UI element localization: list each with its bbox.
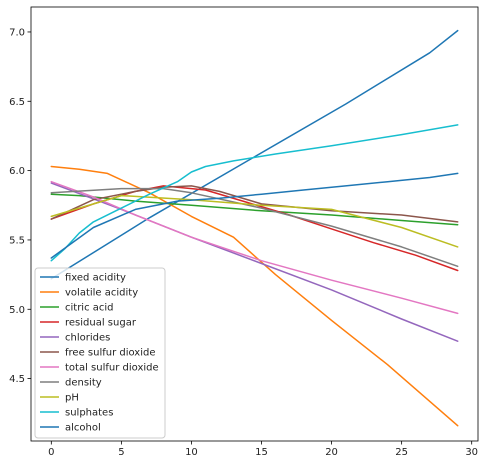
series-line-total-sulfur-dioxide: [50, 180, 459, 315]
x-tick-label: 10: [185, 447, 198, 458]
legend: fixed acidity volatile acidity citric acid…: [34, 267, 166, 439]
legend-label: citric acid: [65, 303, 114, 314]
x-tick-label: 25: [395, 447, 408, 458]
y-tick-label: 5.5: [9, 235, 25, 246]
legend-label: alcohol: [65, 423, 101, 434]
legend-label: chlorides: [65, 333, 110, 344]
series-line-alcohol: [50, 172, 459, 259]
y-tick-label: 5.0: [9, 305, 25, 316]
y-tick-label: 4.5: [9, 374, 25, 385]
x-tick-label: 20: [325, 447, 338, 458]
y-axis: 4.5 5.0 5.5 6.0 6.5 7.0: [9, 27, 31, 385]
series-line-fixed-acidity: [50, 29, 459, 280]
y-tick-label: 7.0: [9, 27, 25, 38]
series-line-free-sulfur-dioxide: [50, 185, 459, 223]
x-tick-label: 30: [465, 447, 478, 458]
x-tick-label: 5: [118, 447, 124, 458]
legend-label: residual sugar: [65, 318, 137, 329]
series-line-pH: [50, 194, 459, 248]
legend-label: total sulfur dioxide: [65, 363, 159, 374]
x-tick-label: 15: [255, 447, 268, 458]
legend-label: volatile acidity: [65, 288, 138, 299]
legend-label: pH: [65, 393, 79, 404]
legend-label: free sulfur dioxide: [65, 348, 156, 359]
legend-box: [34, 267, 166, 439]
legend-label: density: [65, 378, 102, 389]
plot-frame: [30, 6, 479, 442]
series-line-volatile-acidity: [50, 165, 459, 427]
y-tick-label: 6.5: [9, 97, 25, 108]
legend-label: sulphates: [65, 408, 113, 419]
x-axis: 0 5 10 15 20 25 30: [48, 441, 478, 458]
series-line-sulphates: [50, 124, 459, 262]
series-line-density: [50, 187, 459, 268]
series-layer: [50, 29, 459, 427]
y-tick-label: 6.0: [9, 166, 25, 177]
legend-label: fixed acidity: [65, 273, 126, 284]
x-tick-label: 0: [48, 447, 54, 458]
